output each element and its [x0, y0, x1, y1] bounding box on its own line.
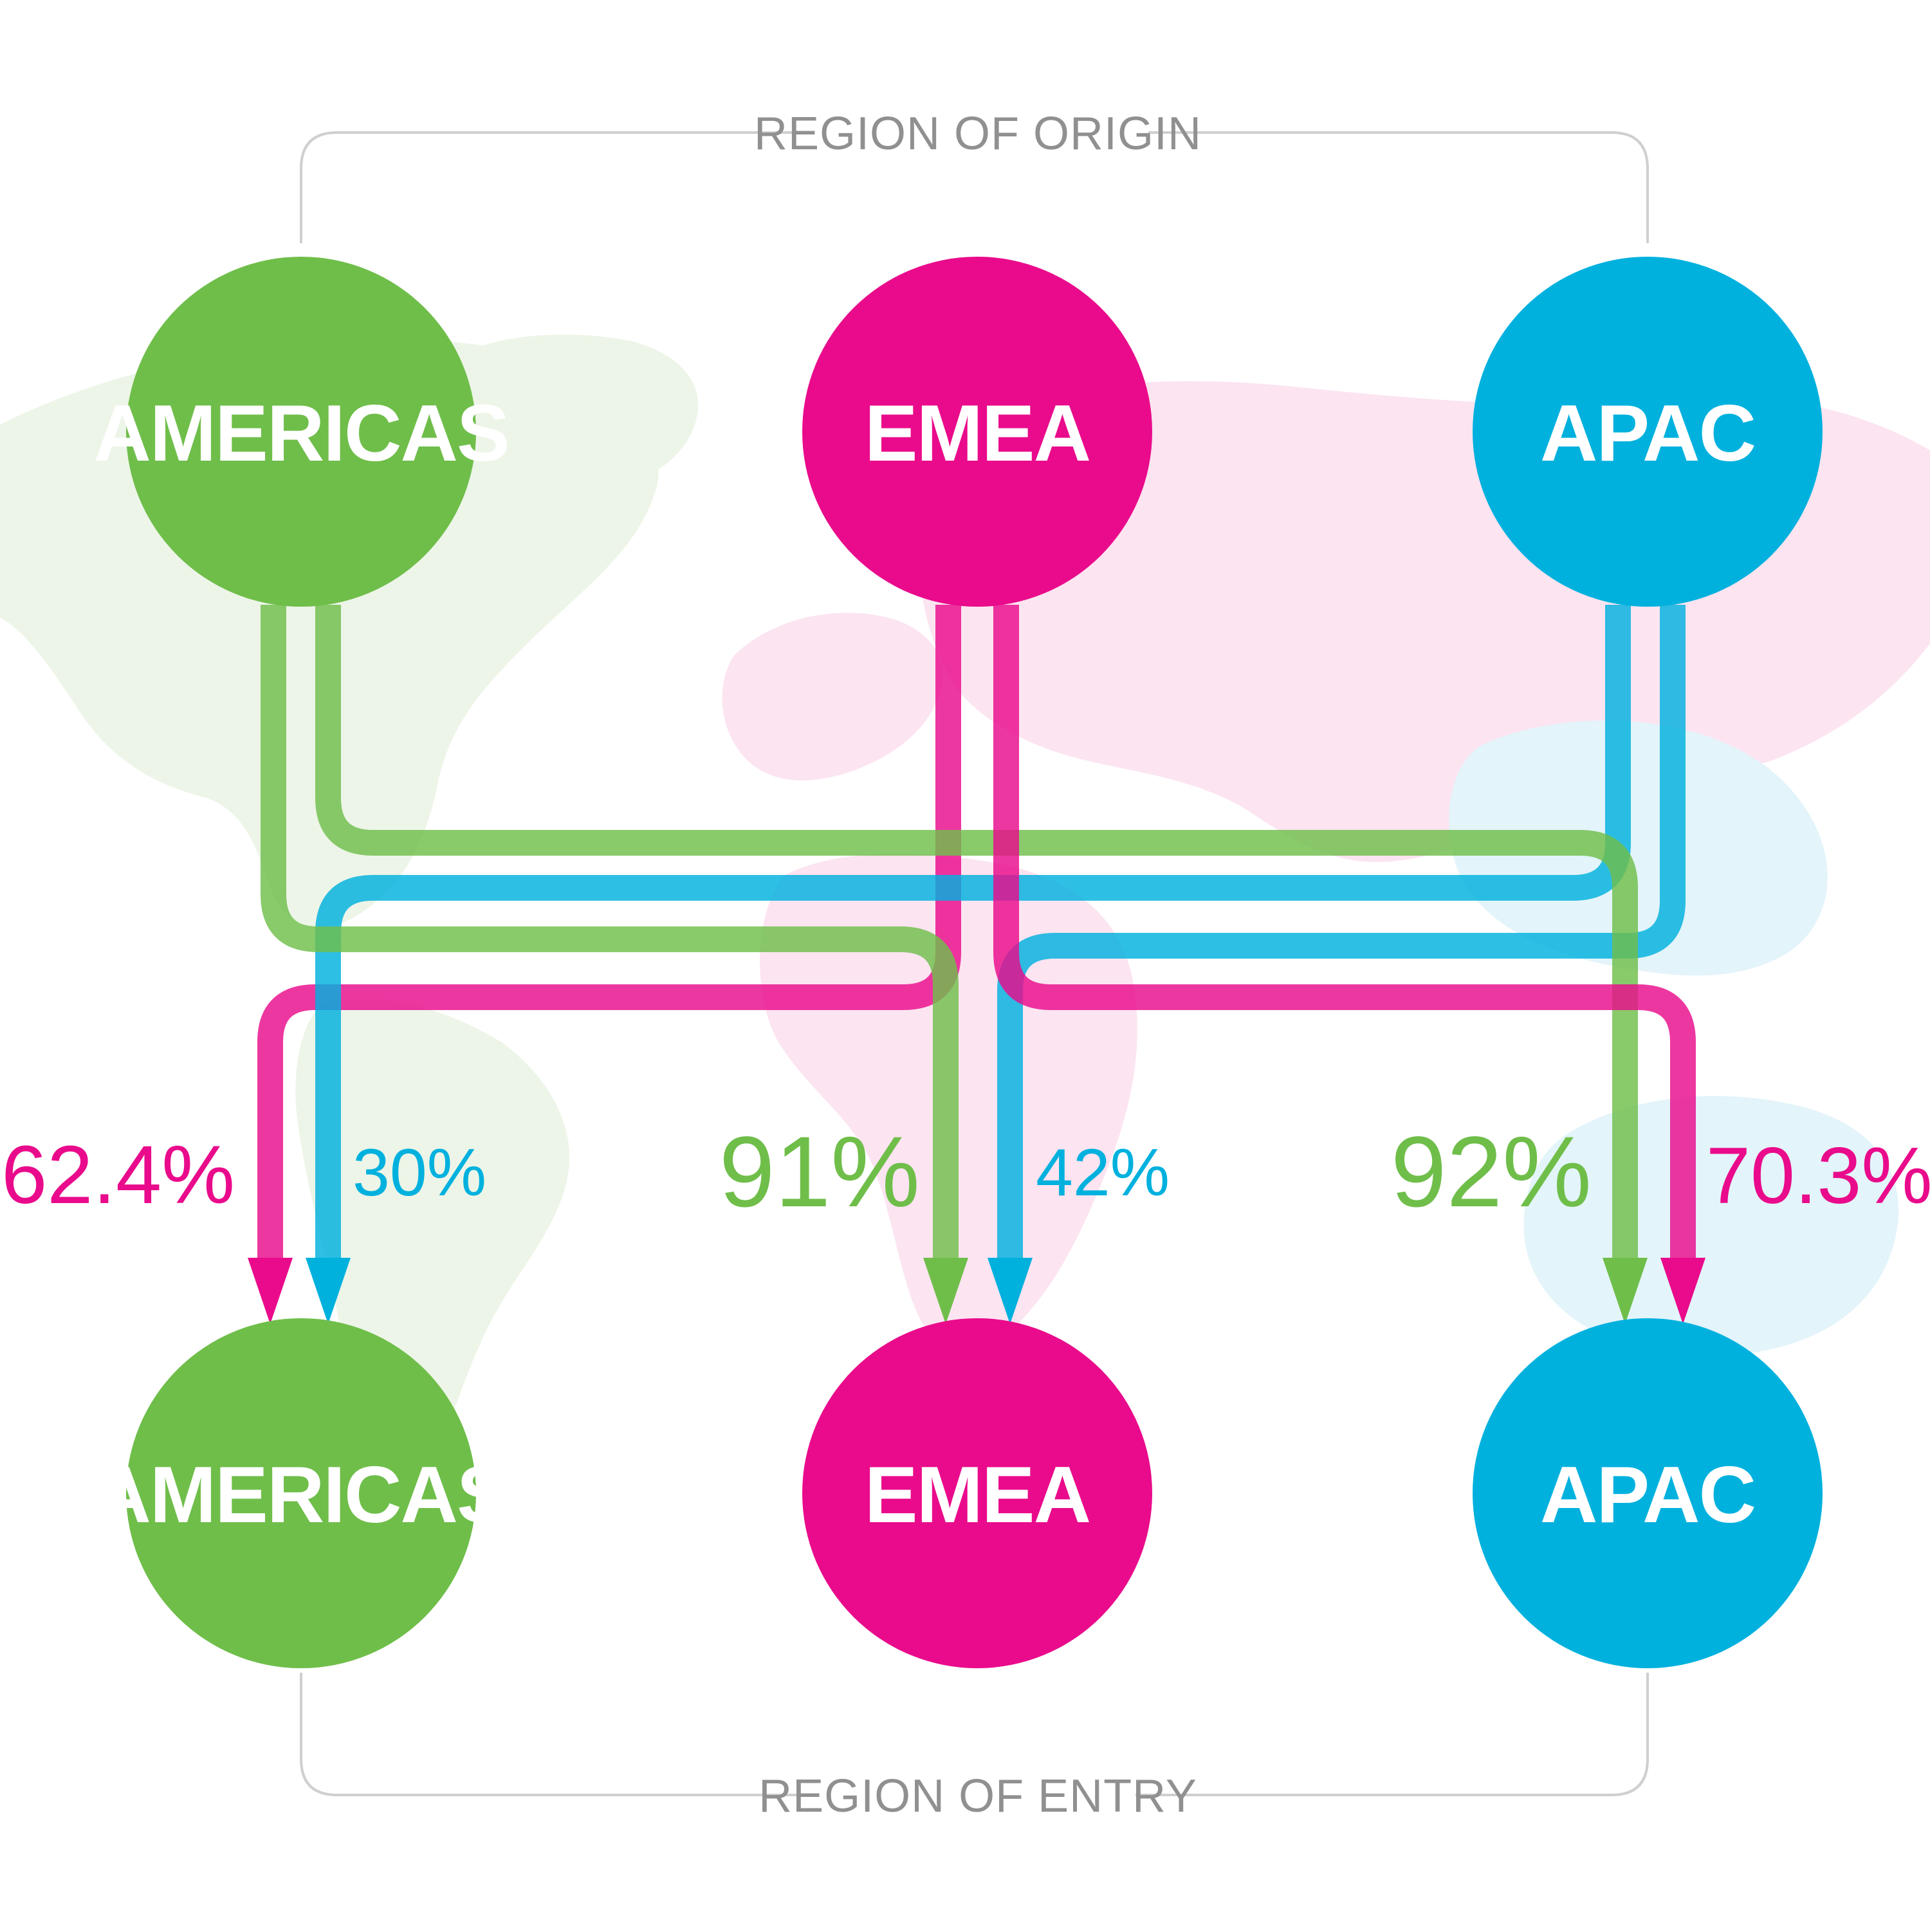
entry-nodes: AMERICAS EMEA APAC: [93, 1318, 1823, 1668]
flow-arrowheads: [248, 1258, 1705, 1324]
flow-americas-to-emea: [261, 605, 959, 1277]
value-emea-to-americas: 62.4%: [1, 1129, 235, 1221]
map-southeast-asia: [1449, 721, 1828, 976]
value-apac-to-americas: 30%: [353, 1136, 486, 1210]
entry-apac-circle: [1473, 1318, 1823, 1668]
region-of-entry-label: REGION OF ENTRY: [758, 1771, 1197, 1822]
arrowhead-americas-to-apac: [1603, 1258, 1648, 1324]
flow-arrows: [257, 605, 1696, 1277]
entry-americas-circle: [126, 1318, 476, 1668]
region-of-origin-label: REGION OF ORIGIN: [754, 108, 1202, 160]
flow-value-labels: 62.4% 30% 91% 42% 92% 70.3%: [1, 1116, 1930, 1228]
entry-emea-circle: [802, 1318, 1152, 1668]
origin-nodes: AMERICAS EMEA APAC: [93, 257, 1823, 607]
origin-americas-label: AMERICAS: [93, 389, 508, 478]
origin-americas-circle: [126, 257, 476, 607]
origin-emea-circle: [802, 257, 1152, 607]
arrowhead-emea-to-apac: [1660, 1258, 1705, 1324]
value-emea-to-apac: 70.3%: [1706, 1132, 1930, 1220]
origin-apac-circle: [1473, 257, 1823, 607]
value-apac-to-emea: 42%: [1036, 1136, 1170, 1210]
flow-americas-to-apac: [315, 605, 1638, 1277]
value-americas-to-emea: 91%: [719, 1116, 920, 1228]
frame-bottom-line: [300, 1673, 1649, 1796]
entry-americas-label: AMERICAS: [93, 1451, 508, 1540]
origin-apac-label: APAC: [1540, 389, 1755, 478]
flow-emea-to-apac: [993, 605, 1696, 1277]
origin-emea-label: EMEA: [865, 389, 1090, 478]
region-frame: REGION OF ORIGIN REGION OF ENTRY: [300, 108, 1649, 1822]
entry-emea-label: EMEA: [865, 1451, 1090, 1540]
value-americas-to-apac: 92%: [1391, 1116, 1592, 1228]
arrowhead-apac-to-americas: [306, 1258, 351, 1324]
arrowhead-americas-to-emea: [923, 1258, 968, 1324]
arrowhead-apac-to-emea: [988, 1258, 1033, 1324]
arrowhead-emea-to-americas: [248, 1258, 293, 1324]
map-europe: [722, 612, 943, 781]
map-greenland: [450, 335, 699, 489]
entry-apac-label: APAC: [1540, 1451, 1755, 1540]
frame-top-line: [300, 131, 1649, 243]
